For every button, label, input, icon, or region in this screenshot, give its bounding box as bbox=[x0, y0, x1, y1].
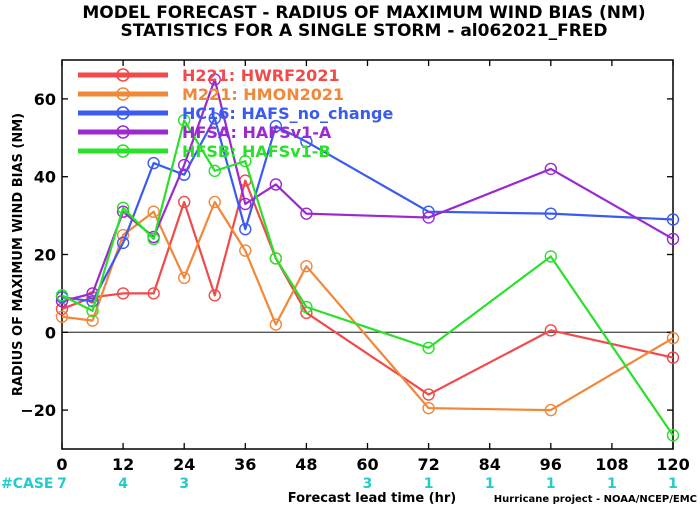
series-point-1 bbox=[116, 287, 130, 300]
series-point-2 bbox=[86, 314, 99, 327]
series-point-5 bbox=[55, 289, 69, 302]
series-line-2 bbox=[61, 200, 674, 412]
legend-marker-3 bbox=[116, 106, 130, 120]
series-point-5 bbox=[300, 300, 313, 314]
legend-label-2: M221: HMON2021 bbox=[182, 85, 344, 104]
legend-label-5: HFSB: HAFSv1-B bbox=[182, 142, 331, 161]
series-point-4 bbox=[300, 207, 313, 220]
x-tick-label: 36 bbox=[234, 455, 256, 474]
y-tick-label: 0 bbox=[45, 323, 56, 342]
x-tick-label: 96 bbox=[540, 455, 562, 474]
series-point-1 bbox=[147, 287, 160, 300]
series-point-3 bbox=[177, 168, 191, 181]
series-point-3 bbox=[147, 156, 160, 170]
x-axis-label: Forecast lead time (hr) bbox=[288, 491, 456, 506]
legend-marker-5 bbox=[116, 144, 130, 158]
series-point-4 bbox=[269, 178, 283, 191]
x-tick-label: 12 bbox=[112, 455, 134, 474]
y-axis-label: RADIUS OF MAXIMUM WIND BIAS (NM) bbox=[11, 113, 26, 396]
chart-title: MODEL FORECAST - RADIUS OF MAXIMUM WIND … bbox=[82, 3, 645, 23]
case-count-value: 1 bbox=[546, 476, 556, 492]
x-tick-label: 108 bbox=[595, 455, 628, 474]
series-point-3 bbox=[269, 119, 283, 133]
x-tick-label: 72 bbox=[417, 455, 439, 474]
series-point-2 bbox=[269, 318, 283, 331]
series-point-1 bbox=[422, 388, 435, 401]
series-point-2 bbox=[666, 331, 680, 345]
legend-label-3: HC16: HAFS_no_change bbox=[182, 104, 393, 123]
series-point-2 bbox=[55, 310, 69, 323]
series-line-5 bbox=[61, 119, 674, 437]
series-point-2 bbox=[208, 195, 221, 209]
series-point-3 bbox=[116, 236, 130, 250]
series-point-3 bbox=[300, 135, 313, 148]
x-tick-label: 60 bbox=[356, 455, 378, 474]
series-point-1 bbox=[208, 289, 221, 302]
legend-marker-1 bbox=[116, 68, 130, 82]
series-point-2 bbox=[544, 403, 557, 417]
series-point-5 bbox=[666, 429, 680, 442]
series-point-4 bbox=[422, 211, 435, 224]
series-point-4 bbox=[239, 197, 252, 211]
x-tick-label: 120 bbox=[656, 455, 689, 474]
case-count-value: 1 bbox=[607, 476, 617, 492]
series-point-3 bbox=[208, 112, 221, 125]
series-point-4 bbox=[666, 232, 680, 246]
y-tick-label: 40 bbox=[34, 168, 56, 187]
y-tick-label: 60 bbox=[34, 90, 56, 109]
series-point-3 bbox=[239, 223, 252, 236]
x-tick-label: 0 bbox=[56, 455, 67, 474]
series-point-1 bbox=[544, 324, 557, 337]
series-point-5 bbox=[177, 114, 191, 127]
legend-marker-2 bbox=[116, 87, 130, 101]
series-point-5 bbox=[116, 201, 130, 215]
case-count-label: #CASE bbox=[1, 476, 54, 492]
legend-label-1: H221: HWRF2021 bbox=[182, 66, 340, 85]
series-point-5 bbox=[208, 164, 221, 178]
series-point-3 bbox=[86, 294, 99, 308]
x-tick-label: 48 bbox=[295, 455, 317, 474]
series-point-2 bbox=[177, 271, 191, 285]
x-tick-label: 24 bbox=[173, 455, 195, 474]
y-tick-label: 20 bbox=[34, 246, 56, 265]
case-count-value: 3 bbox=[363, 476, 373, 492]
x-tick-label: 84 bbox=[479, 455, 501, 474]
series-point-4 bbox=[116, 205, 130, 218]
series-point-4 bbox=[544, 162, 557, 176]
series-point-2 bbox=[239, 244, 252, 257]
series-point-5 bbox=[269, 252, 283, 265]
series-point-4 bbox=[208, 73, 221, 86]
case-count-value: 1 bbox=[668, 476, 678, 492]
series-point-2 bbox=[300, 259, 313, 273]
series-point-3 bbox=[544, 207, 557, 220]
series-point-5 bbox=[544, 250, 557, 263]
series-point-2 bbox=[422, 401, 435, 415]
case-count-value: 1 bbox=[424, 476, 434, 492]
series-point-5 bbox=[422, 341, 435, 355]
case-count-value: 3 bbox=[179, 476, 189, 492]
chart-subtitle: STATISTICS FOR A SINGLE STORM - al062021… bbox=[120, 21, 607, 41]
case-count-value: 1 bbox=[485, 476, 495, 492]
series-point-3 bbox=[666, 213, 680, 226]
series-line-3 bbox=[61, 117, 674, 303]
series-point-1 bbox=[666, 351, 680, 364]
series-point-5 bbox=[86, 304, 99, 318]
case-count-value: 4 bbox=[118, 476, 128, 492]
series-point-4 bbox=[177, 158, 191, 172]
series-point-2 bbox=[147, 205, 160, 218]
case-count-value: 7 bbox=[57, 476, 67, 492]
y-tick-label: −20 bbox=[20, 401, 56, 420]
legend-label-4: HFSA: HAFSv1-A bbox=[182, 123, 332, 142]
credit-text: Hurricane project - NOAA/NCEP/EMC bbox=[494, 494, 697, 505]
legend-marker-4 bbox=[116, 125, 130, 139]
series-point-5 bbox=[239, 154, 252, 168]
series-point-5 bbox=[147, 232, 160, 246]
series-point-1 bbox=[177, 195, 191, 209]
